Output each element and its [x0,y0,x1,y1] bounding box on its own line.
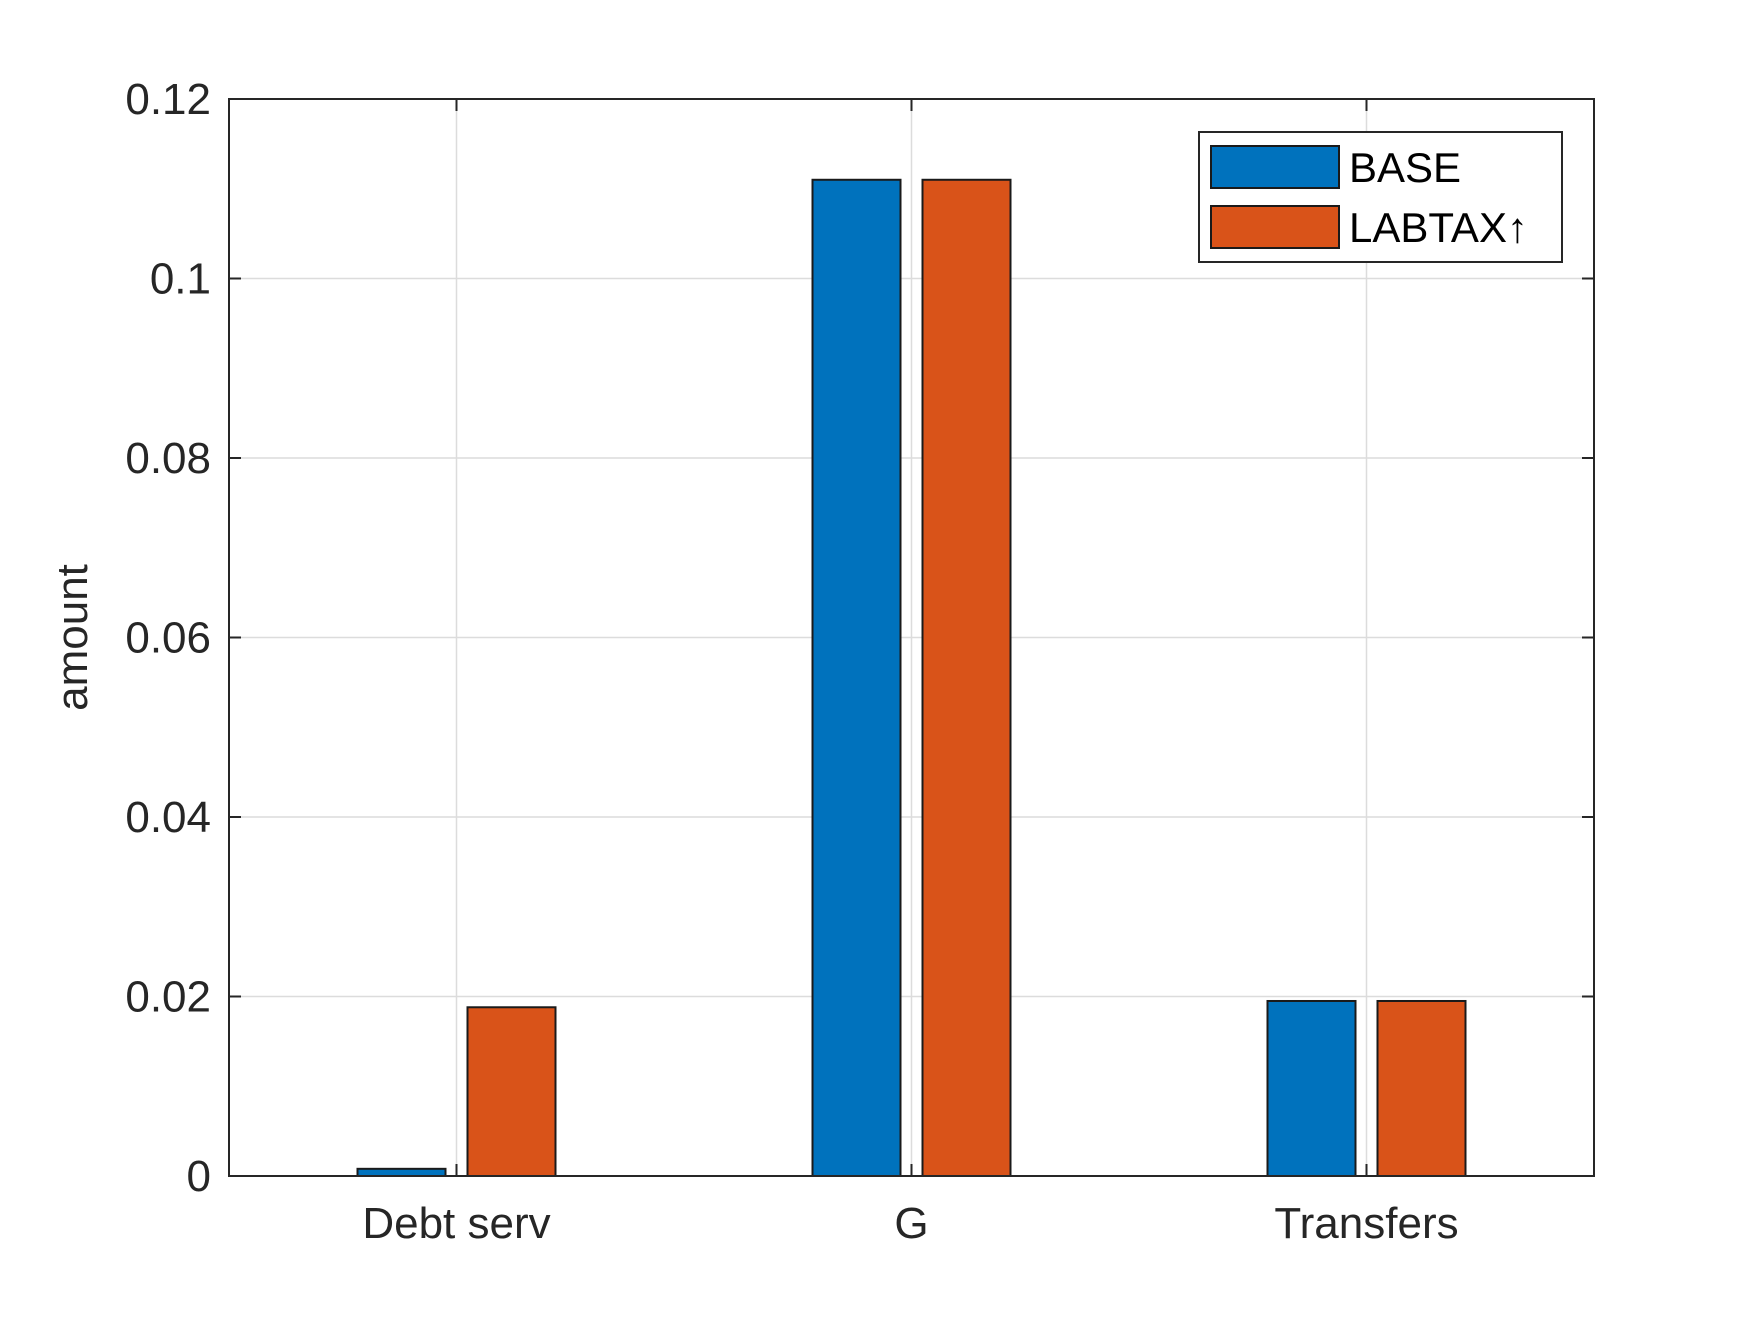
legend-swatch-base [1210,145,1340,189]
y-axis-title: amount [48,564,97,711]
bars [356,178,1467,1178]
legend-label-labtax: LABTAX↑ [1349,204,1528,251]
bar-base-1 [811,178,902,1177]
x-tick-label: G [894,1199,928,1248]
y-tick-label: 0.02 [125,973,211,1022]
bar-labtax-0 [466,1006,557,1178]
x-tick-label: Debt serv [362,1199,550,1248]
tick-marks [229,98,1594,1177]
bar-labtax-1 [921,178,1012,1177]
x-tick-labels: Debt serv G Transfers [362,1199,1458,1248]
y-tick-label: 0.12 [125,75,211,124]
y-tick-label: 0 [187,1152,211,1201]
legend-swatch-labtax [1210,205,1340,249]
bar-labtax-2 [1376,999,1467,1177]
y-tick-label: 0.1 [150,255,211,304]
bar-base-0 [356,1167,447,1177]
y-tick-label: 0.04 [125,793,211,842]
legend-label-base: BASE [1349,144,1461,191]
y-tick-label: 0.06 [125,614,211,663]
x-tick-label: Transfers [1274,1199,1458,1248]
y-tick-labels: 0 0.02 0.04 0.06 0.08 0.1 0.12 [125,75,211,1201]
y-tick-label: 0.08 [125,434,211,483]
legend: BASE LABTAX↑ [1198,131,1563,263]
bar-base-2 [1266,999,1357,1177]
